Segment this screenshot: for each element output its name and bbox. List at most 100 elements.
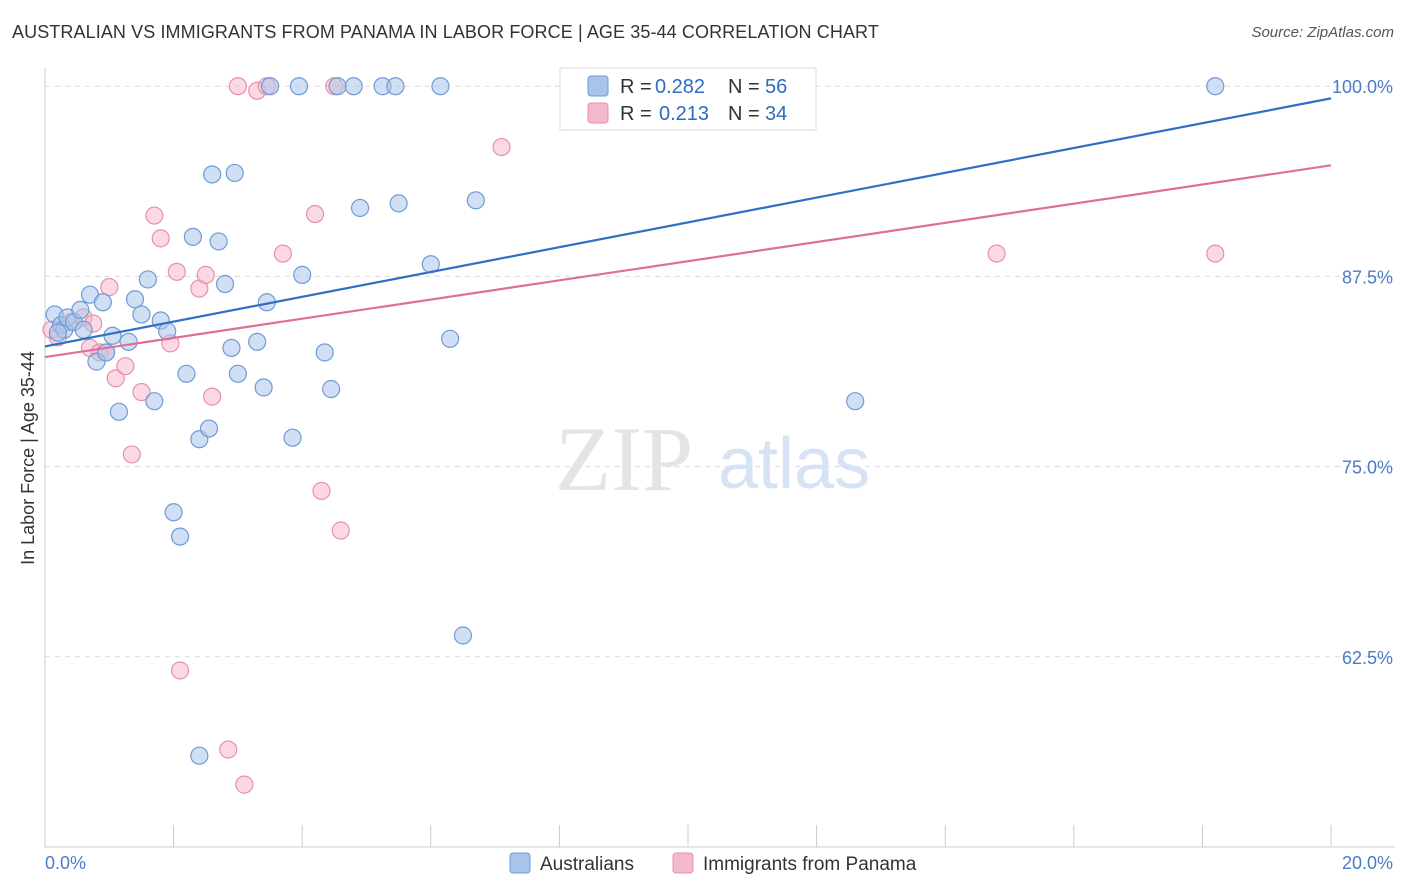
bottom-legend-panama: Immigrants from Panama (703, 854, 917, 875)
trend-lines (44, 97, 1332, 359)
watermark-atlas: atlas (718, 424, 870, 504)
australians-point-26 (203, 165, 222, 184)
bottom-legend-swatch-panama (672, 852, 694, 874)
australians-point-20 (164, 503, 183, 522)
panama-point-19 (196, 265, 215, 284)
legend-swatch-panama (587, 102, 609, 124)
australians-point-31 (228, 364, 247, 383)
australians-point-30 (225, 163, 244, 183)
australians-point-11 (103, 326, 122, 345)
bottom-legend-australians: Australians (540, 854, 634, 875)
legend-r-label-panama: R = (620, 103, 652, 125)
australians-point-22 (177, 364, 196, 383)
panama-trend-line (44, 164, 1332, 359)
australians-point-32 (248, 332, 267, 351)
legend-n-label-australians: N = (728, 76, 760, 98)
panama-point-26 (273, 244, 293, 263)
australians-point-48 (431, 77, 450, 96)
australians-point-16 (138, 270, 157, 289)
panama-point-9 (106, 369, 125, 388)
panama-point-33 (1206, 244, 1225, 263)
legend-swatch-australians (587, 75, 609, 97)
axes (44, 68, 1395, 848)
bottom-legend: Australians Immigrants from Panama (509, 852, 917, 875)
australians-point-37 (289, 77, 309, 96)
panama-point-27 (305, 204, 325, 224)
legend: R = 0.282 N = 56 R = 0.213 N = 34 (559, 67, 817, 131)
australians-point-15 (132, 305, 151, 324)
chart-title: AUSTRALIAN VS IMMIGRANTS FROM PANAMA IN … (12, 22, 879, 42)
legend-n-value-panama: 34 (765, 103, 787, 125)
panama-point-17 (170, 661, 190, 680)
australians-trend-line (44, 97, 1332, 348)
australians-point-17 (145, 392, 164, 411)
australians-point-36 (283, 428, 302, 447)
australians-point-51 (466, 191, 485, 210)
australians-point-50 (453, 626, 473, 645)
panama-point-28 (312, 481, 331, 501)
panama-point-11 (122, 445, 141, 464)
australians-point-13 (119, 332, 138, 351)
y-tick-label-2: 87.5% (1342, 267, 1393, 287)
x-tick-label-end: 20.0% (1342, 853, 1393, 873)
australians-point-54 (1206, 77, 1225, 96)
australians-point-42 (344, 77, 363, 96)
australians-point-12 (109, 402, 129, 421)
australians-point-46 (389, 194, 408, 213)
australians-point-14 (125, 290, 145, 309)
australians-point-40 (322, 379, 341, 399)
australians-point-27 (209, 232, 228, 251)
panama-point-8 (100, 277, 119, 297)
y-tick-label-0: 62.5% (1342, 648, 1393, 668)
y-tick-label-1: 75.0% (1342, 458, 1393, 478)
australians-point-39 (315, 343, 334, 362)
panama-point-30 (331, 521, 350, 540)
panama-point-13 (145, 206, 164, 225)
legend-n-value-australians: 56 (765, 76, 787, 98)
panama-point-12 (132, 382, 151, 402)
y-tick-labels: 62.5% 75.0% 87.5% 100.0% (1332, 77, 1393, 668)
watermark-zip: ZIP (555, 408, 693, 510)
legend-n-label-panama: N = (728, 103, 760, 125)
australians-point-5 (71, 300, 90, 319)
x-tick-label-start: 0.0% (45, 853, 86, 873)
legend-r-value-australians: 0.282 (655, 76, 705, 98)
australians-point-41 (328, 77, 347, 96)
australians-point-35 (260, 77, 280, 96)
australians-point-45 (386, 77, 405, 96)
gridlines (45, 85, 1395, 658)
watermark: ZIP atlas (555, 408, 870, 510)
australians-point-43 (350, 198, 370, 218)
panama-point-16 (167, 262, 186, 281)
australians-point-55 (48, 323, 67, 342)
legend-r-label-australians: R = (620, 76, 652, 98)
panama-point-22 (228, 77, 247, 96)
source-credit: Source: ZipAtlas.com (1251, 24, 1394, 41)
panama-point-32 (987, 244, 1006, 263)
x-tick-labels: 0.0% 20.0% (45, 853, 1393, 873)
panama-point-23 (235, 775, 254, 794)
australians-point-28 (215, 274, 235, 294)
panama-point-31 (492, 137, 511, 157)
panama-point-20 (203, 387, 222, 406)
series-australians-points (45, 77, 1225, 765)
australians-point-21 (170, 527, 190, 546)
panama-point-21 (219, 740, 238, 759)
australians-point-23 (183, 227, 202, 246)
y-axis-label: In Labor Force | Age 35-44 (18, 351, 38, 565)
australians-point-29 (222, 338, 241, 358)
australians-point-9 (93, 293, 112, 312)
panama-point-14 (151, 229, 170, 248)
australians-point-52 (190, 746, 209, 765)
australians-point-53 (846, 392, 865, 411)
australians-point-38 (293, 265, 312, 284)
australians-point-6 (74, 320, 93, 339)
legend-r-value-panama: 0.213 (659, 103, 709, 125)
australians-point-49 (440, 329, 460, 348)
y-tick-label-3: 100.0% (1332, 77, 1393, 97)
bottom-legend-swatch-australians (509, 852, 531, 874)
australians-point-33 (254, 378, 273, 397)
panama-point-10 (116, 357, 135, 376)
australians-point-25 (199, 419, 219, 438)
